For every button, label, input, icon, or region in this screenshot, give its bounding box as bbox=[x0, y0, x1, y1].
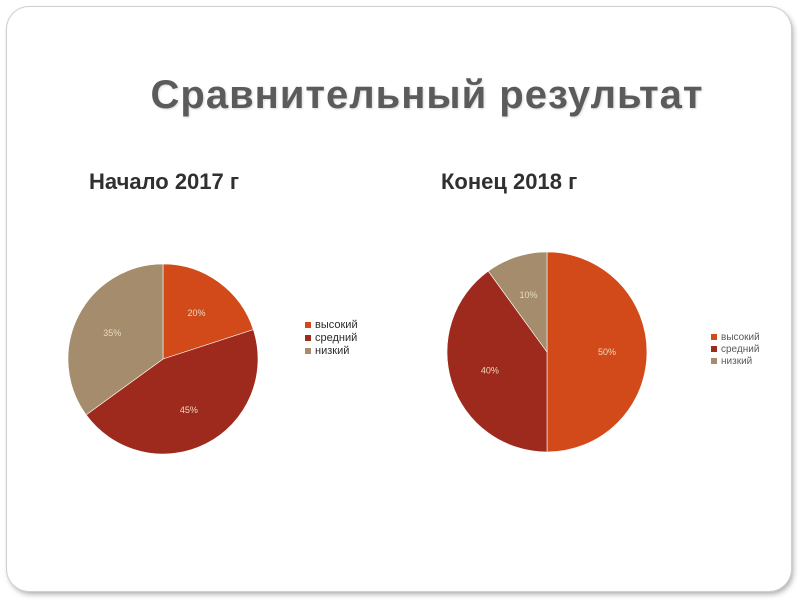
legend-swatch-low bbox=[305, 347, 311, 354]
legend-chart-2: высокий средний низкий bbox=[711, 331, 760, 367]
legend-swatch-high bbox=[711, 334, 717, 340]
slide-title: Сравнительный результат bbox=[150, 73, 704, 117]
legend-swatch-high bbox=[305, 321, 311, 328]
slice-low bbox=[487, 251, 548, 353]
slice-medium bbox=[446, 270, 548, 453]
legend-item-low: низкий bbox=[305, 344, 358, 357]
legend-label-medium: средний bbox=[315, 331, 358, 344]
legend-item-high: высокий bbox=[305, 318, 358, 331]
legend-item-medium: средний bbox=[711, 343, 760, 355]
slice-low-label: 10% bbox=[519, 290, 537, 300]
legend-swatch-medium bbox=[305, 334, 311, 341]
slide: Сравнительный результат Начало 2017 г Ко… bbox=[7, 7, 791, 591]
legend-label-low: низкий bbox=[315, 344, 350, 357]
slice-low bbox=[67, 263, 164, 416]
slice-medium-label: 45% bbox=[180, 405, 198, 415]
slice-high bbox=[162, 263, 254, 360]
legend-swatch-low bbox=[711, 358, 717, 364]
pie-chart-end-2018: 50% 40% 10% bbox=[446, 251, 648, 453]
chart-1-title: Начало 2017 г bbox=[89, 169, 240, 194]
slice-high bbox=[546, 251, 648, 453]
legend-label-high: высокий bbox=[315, 318, 358, 331]
slice-high-label: 20% bbox=[187, 308, 205, 318]
legend-item-low: низкий bbox=[711, 355, 760, 367]
legend-chart-1: высокий средний низкий bbox=[305, 318, 358, 357]
slice-medium-label: 40% bbox=[481, 366, 499, 376]
legend-item-high: высокий bbox=[711, 331, 760, 343]
slice-low-label: 35% bbox=[103, 328, 121, 338]
chart-2-title: Конец 2018 г bbox=[441, 169, 578, 194]
slice-medium bbox=[85, 329, 259, 455]
legend-label-low: низкий bbox=[721, 355, 753, 367]
pie-chart-start-2017: 20% 45% 35% bbox=[67, 263, 259, 455]
slice-high-label: 50% bbox=[598, 347, 616, 357]
legend-label-high: высокий bbox=[721, 331, 760, 343]
legend-item-medium: средний bbox=[305, 331, 358, 344]
legend-swatch-medium bbox=[711, 346, 717, 352]
legend-label-medium: средний bbox=[721, 343, 760, 355]
pie-charts: 20% 45% 35% 50% 40% 10% bbox=[67, 251, 648, 455]
